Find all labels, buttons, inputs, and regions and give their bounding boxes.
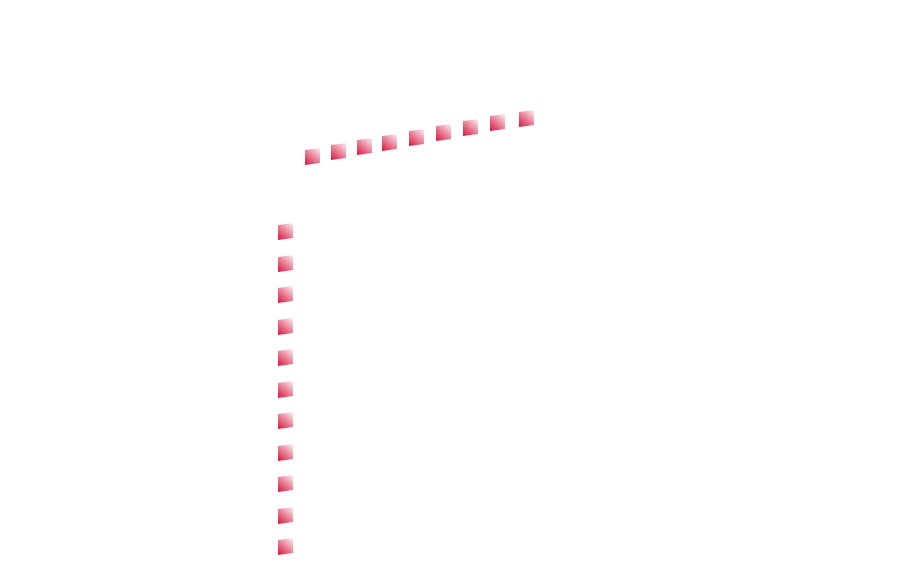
left-column-tile bbox=[278, 380, 293, 398]
top-row-tile bbox=[463, 119, 478, 137]
left-column-tile bbox=[278, 285, 293, 304]
top-row-tile bbox=[490, 114, 505, 132]
left-column-tile bbox=[278, 474, 293, 493]
left-column-tile bbox=[278, 222, 293, 241]
left-column-tile bbox=[278, 411, 293, 430]
top-row-tile bbox=[331, 143, 346, 161]
top-row-tile bbox=[436, 123, 451, 142]
top-row-tile bbox=[357, 138, 372, 156]
left-column-tile bbox=[278, 254, 293, 272]
left-column-tile bbox=[278, 506, 293, 524]
top-row-tile bbox=[519, 109, 534, 127]
top-row-tile bbox=[305, 147, 320, 166]
top-row-tile bbox=[409, 128, 424, 146]
top-row-tile bbox=[382, 133, 397, 151]
left-column-tile bbox=[278, 537, 293, 556]
left-column-tile bbox=[278, 317, 293, 335]
left-column-tile bbox=[278, 443, 293, 461]
left-column-tile bbox=[278, 348, 293, 367]
